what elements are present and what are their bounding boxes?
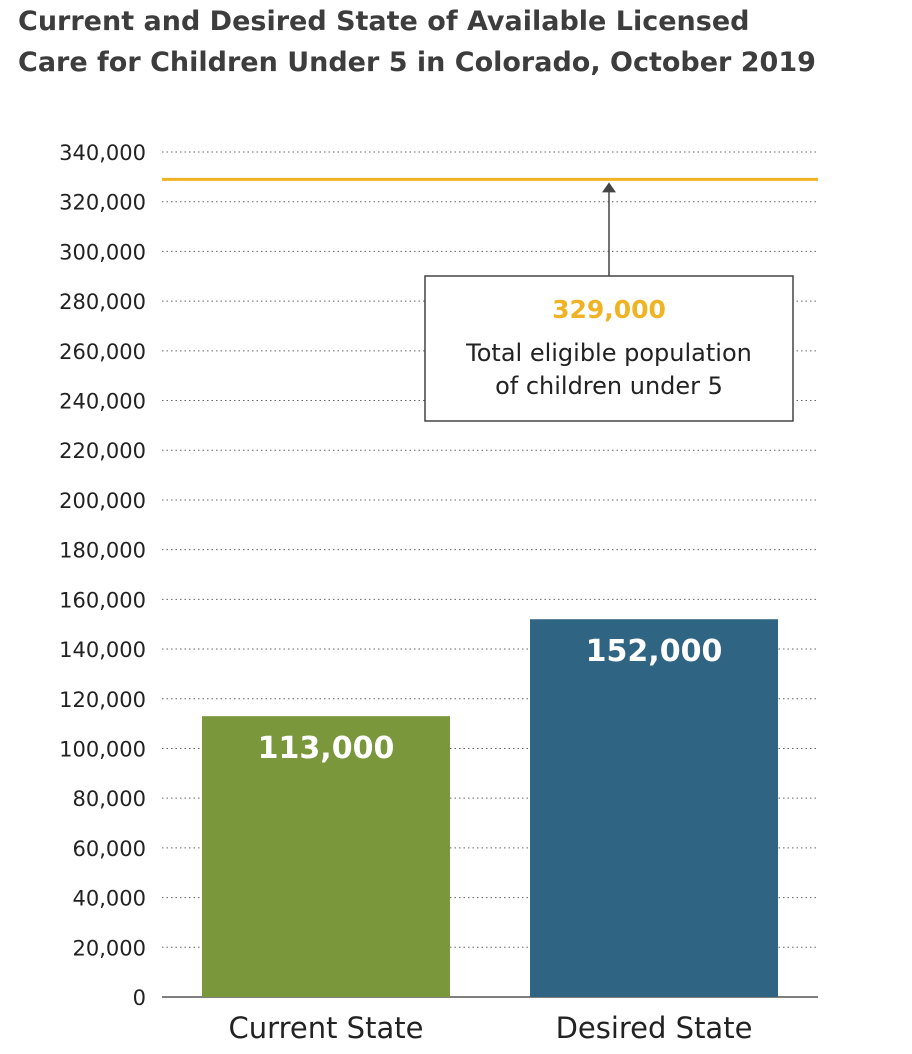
y-tick-label: 80,000 [73, 787, 146, 811]
annotation-text-line-2: of children under 5 [495, 372, 723, 400]
annotation-value: 329,000 [552, 295, 666, 324]
y-tick-label: 0 [133, 986, 146, 1010]
y-tick-label: 140,000 [59, 638, 146, 662]
bar [202, 716, 450, 997]
x-category-label: Desired State [556, 1011, 753, 1045]
chart-title-line-1: Current and Desired State of Available L… [18, 6, 749, 37]
y-tick-label: 120,000 [59, 688, 146, 712]
y-tick-label: 60,000 [73, 837, 146, 861]
y-tick-label: 160,000 [59, 588, 146, 612]
bar-value-label: 113,000 [258, 731, 395, 766]
y-tick-label: 320,000 [59, 191, 146, 215]
bar [530, 619, 778, 997]
x-category-label: Current State [229, 1011, 424, 1045]
y-tick-label: 180,000 [59, 539, 146, 563]
bars: 113,000 152,000 [202, 619, 778, 997]
bar-value-label: 152,000 [586, 634, 723, 669]
annotation-box [424, 275, 794, 422]
y-tick-label: 260,000 [59, 340, 146, 364]
y-tick-label: 200,000 [59, 489, 146, 513]
y-axis-ticks: 0 20,000 40,000 60,000 80,000 100,000 120,000 1… [59, 141, 146, 1010]
x-axis-categories: Current State Desired State [229, 1011, 753, 1045]
y-tick-label: 300,000 [59, 240, 146, 264]
annotation-text-line-1: Total eligible population [465, 339, 752, 367]
y-tick-label: 280,000 [59, 290, 146, 314]
y-tick-label: 100,000 [59, 737, 146, 761]
y-tick-label: 240,000 [59, 390, 146, 414]
y-tick-label: 340,000 [59, 141, 146, 165]
y-tick-label: 20,000 [73, 936, 146, 960]
y-tick-label: 40,000 [73, 887, 146, 911]
y-tick-label: 220,000 [59, 439, 146, 463]
chart-title-line-2: Care for Children Under 5 in Colorado, O… [18, 47, 816, 78]
annotation-arrow-head [602, 182, 616, 193]
reference-annotation: 329,000 Total eligible population of chi… [424, 182, 794, 422]
